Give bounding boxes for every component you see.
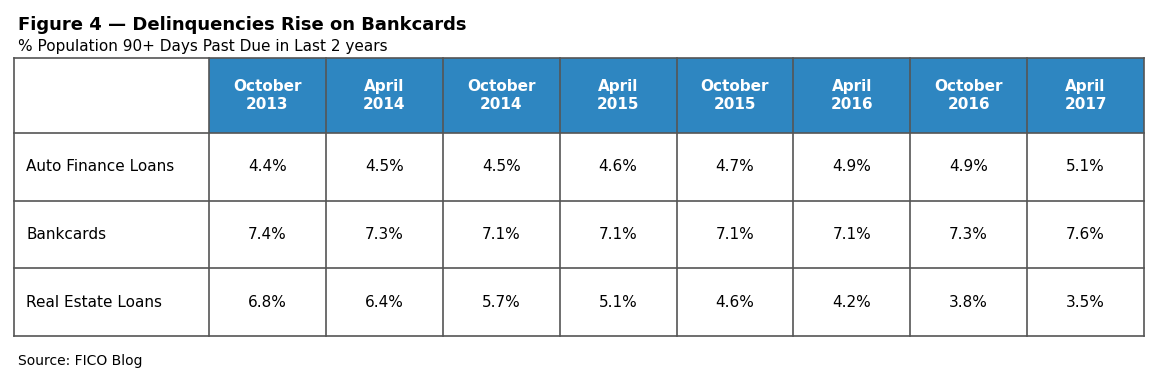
Text: Bankcards: Bankcards — [25, 227, 107, 242]
Text: 7.3%: 7.3% — [950, 227, 988, 242]
Text: Figure 4 — Delinquencies Rise on Bankcards: Figure 4 — Delinquencies Rise on Bankcar… — [19, 16, 467, 34]
Text: Real Estate Loans: Real Estate Loans — [25, 295, 162, 310]
Text: Auto Finance Loans: Auto Finance Loans — [25, 160, 174, 174]
Bar — [559, 58, 676, 133]
Text: 6.4%: 6.4% — [365, 295, 404, 310]
Text: April
2017: April 2017 — [1064, 79, 1107, 112]
Text: 3.8%: 3.8% — [950, 295, 988, 310]
Text: 4.9%: 4.9% — [950, 160, 988, 174]
Text: 7.3%: 7.3% — [365, 227, 404, 242]
Text: 4.2%: 4.2% — [833, 295, 871, 310]
Bar — [442, 58, 559, 133]
Text: 7.6%: 7.6% — [1067, 227, 1105, 242]
Bar — [910, 58, 1027, 133]
Text: October
2015: October 2015 — [701, 79, 769, 112]
Text: April
2016: April 2016 — [830, 79, 873, 112]
Text: 4.6%: 4.6% — [599, 160, 638, 174]
Bar — [1027, 58, 1144, 133]
Bar — [676, 58, 793, 133]
Text: 5.1%: 5.1% — [599, 295, 637, 310]
Text: % Population 90+ Days Past Due in Last 2 years: % Population 90+ Days Past Due in Last 2… — [19, 39, 388, 54]
Bar — [325, 58, 442, 133]
Text: 4.7%: 4.7% — [716, 160, 754, 174]
Text: 7.1%: 7.1% — [599, 227, 637, 242]
Text: April
2014: April 2014 — [364, 79, 405, 112]
Text: April
2015: April 2015 — [596, 79, 639, 112]
Text: 3.5%: 3.5% — [1067, 295, 1105, 310]
Text: 4.9%: 4.9% — [833, 160, 871, 174]
Text: 7.1%: 7.1% — [482, 227, 521, 242]
Text: 6.8%: 6.8% — [248, 295, 287, 310]
Text: 4.6%: 4.6% — [716, 295, 754, 310]
Text: 4.5%: 4.5% — [365, 160, 404, 174]
Text: 5.1%: 5.1% — [1067, 160, 1105, 174]
Bar — [793, 58, 910, 133]
Text: Source: FICO Blog: Source: FICO Blog — [19, 354, 142, 368]
Text: October
2013: October 2013 — [233, 79, 302, 112]
Text: 7.4%: 7.4% — [248, 227, 287, 242]
Text: October
2014: October 2014 — [467, 79, 535, 112]
Text: 5.7%: 5.7% — [482, 295, 521, 310]
Text: 4.5%: 4.5% — [482, 160, 521, 174]
Text: 4.4%: 4.4% — [248, 160, 287, 174]
Text: 7.1%: 7.1% — [833, 227, 871, 242]
Text: October
2016: October 2016 — [935, 79, 1003, 112]
Bar — [208, 58, 325, 133]
Text: 7.1%: 7.1% — [716, 227, 754, 242]
